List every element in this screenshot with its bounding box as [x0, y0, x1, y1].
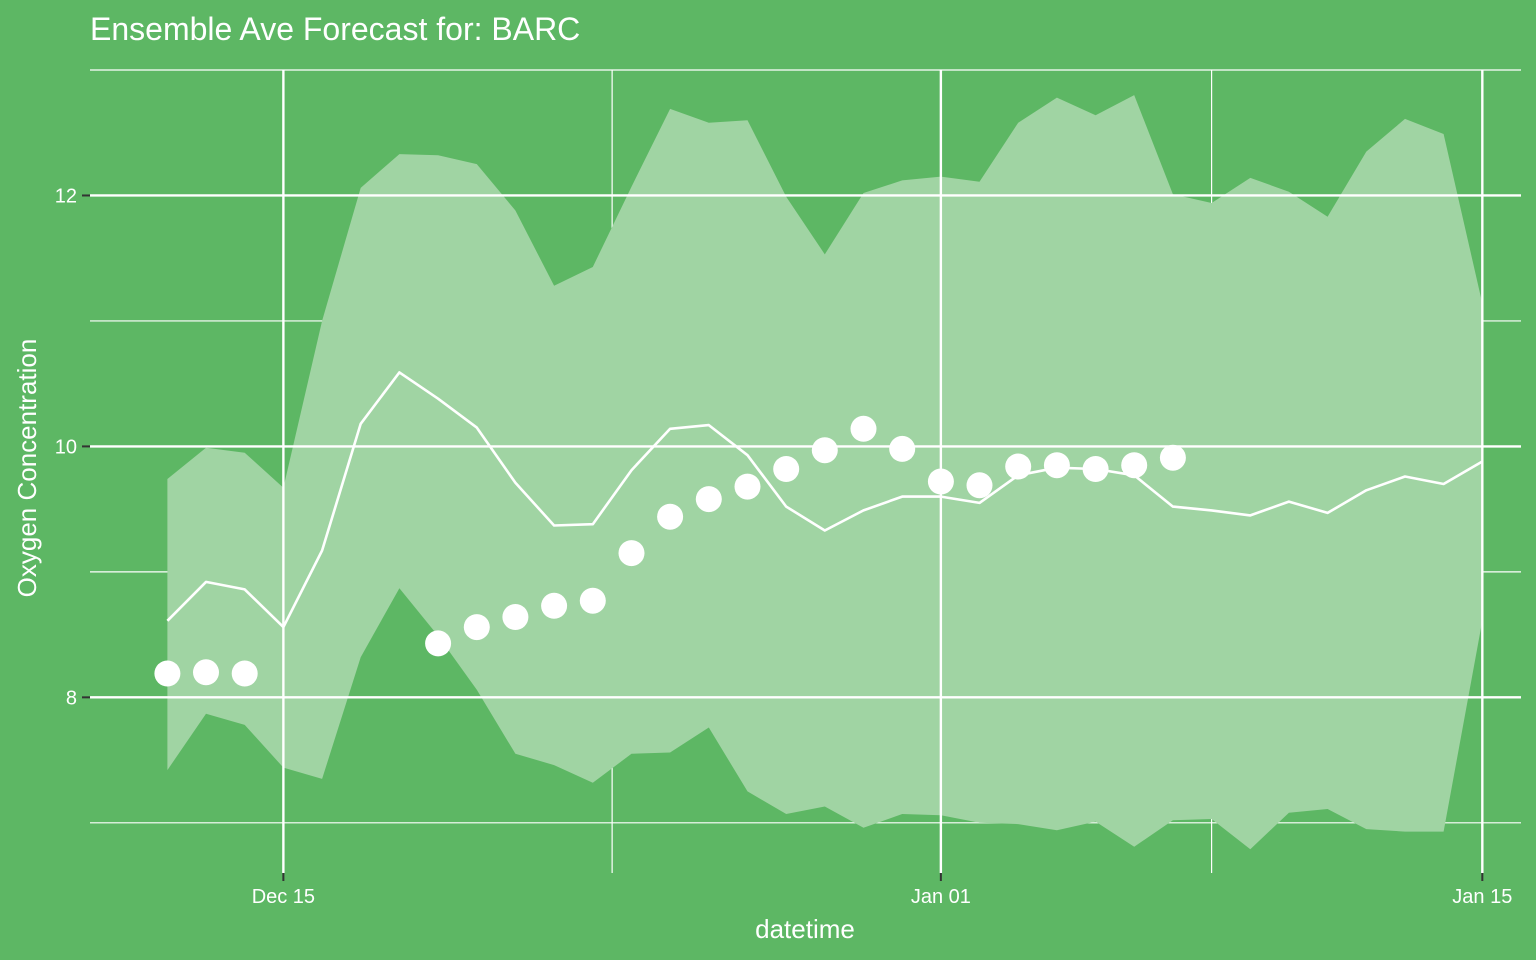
- observation-point: [231, 660, 258, 687]
- y-axis-ticks: 8 10 12: [55, 185, 90, 709]
- x-axis-ticks: Dec 15 Jan 01 Jan 15: [252, 873, 1512, 908]
- observation-point: [154, 660, 181, 687]
- observation-point: [927, 468, 954, 495]
- observation-point: [695, 486, 722, 513]
- observation-point: [425, 630, 452, 657]
- ensemble-mean-line: [166, 371, 1483, 629]
- confidence-band: [167, 95, 1483, 850]
- x-tick-label: Jan 15: [1452, 886, 1512, 908]
- x-tick-label: Jan 01: [911, 886, 971, 908]
- observation-point: [579, 587, 606, 614]
- observation-point: [811, 437, 838, 464]
- observation-point: [657, 503, 684, 530]
- observation-point: [1005, 453, 1032, 480]
- y-tick-label: 10: [55, 436, 77, 458]
- x-axis-title: datetime: [755, 914, 855, 944]
- x-tick-label: Dec 15: [252, 886, 315, 908]
- observation-point: [734, 473, 761, 500]
- observation-point: [1082, 456, 1109, 482]
- observation-point: [966, 472, 993, 499]
- observation-point: [541, 592, 568, 619]
- y-tick-label: 8: [66, 687, 77, 709]
- observation-point: [1121, 452, 1148, 479]
- y-tick-label: 12: [55, 185, 77, 207]
- y-axis-title: Oxygen Concentration: [12, 339, 42, 598]
- observation-point: [502, 604, 529, 630]
- observation-point: [193, 659, 219, 686]
- observation-point: [773, 456, 800, 482]
- observation-point: [1043, 452, 1070, 479]
- major-gridlines: [90, 70, 1521, 873]
- observation-point: [618, 540, 645, 567]
- observation-point: [889, 435, 916, 462]
- observation-points: [154, 415, 1186, 687]
- observation-point: [1159, 444, 1186, 471]
- chart-title: Ensemble Ave Forecast for: BARC: [90, 11, 580, 47]
- observation-point: [850, 415, 877, 442]
- observation-point: [463, 614, 490, 641]
